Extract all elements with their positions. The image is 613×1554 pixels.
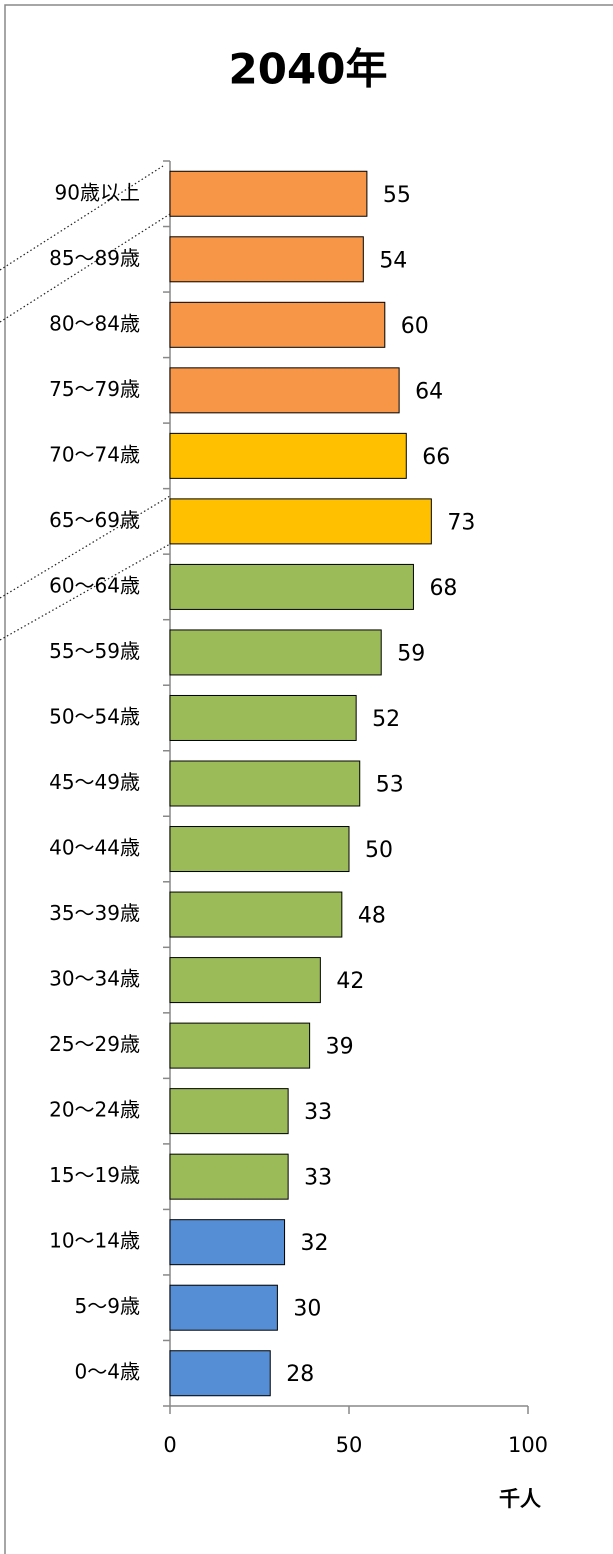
y-tick-label: 80～84歳	[49, 311, 140, 335]
x-tick-label: 50	[336, 1433, 363, 1457]
y-tick-label: 5～9歳	[75, 1294, 140, 1318]
bar	[169, 1088, 289, 1135]
y-tick-label: 70～74歳	[49, 442, 140, 466]
x-axis-label: 千人	[499, 1487, 541, 1511]
data-label: 55	[383, 183, 411, 208]
x-tick-label: 0	[163, 1433, 176, 1457]
data-label: 52	[372, 707, 400, 732]
y-tick-label: 55～59歳	[49, 639, 140, 663]
y-tick-label: 85～89歳	[49, 246, 140, 270]
data-label: 30	[293, 1297, 321, 1322]
bar	[169, 1219, 286, 1266]
y-tick-label: 90歳以上	[55, 180, 140, 204]
bar	[169, 236, 364, 283]
data-label: 60	[401, 314, 429, 339]
y-tick-label: 35～39歳	[49, 901, 140, 925]
data-label: 64	[415, 379, 443, 404]
chart-title: 2040年	[229, 45, 388, 94]
data-label: 66	[422, 445, 450, 470]
bar	[169, 432, 407, 479]
y-tick-label: 25～29歳	[49, 1032, 140, 1056]
bar	[169, 563, 414, 610]
y-tick-label: 45～49歳	[49, 770, 140, 794]
y-tick-label: 20～24歳	[49, 1098, 140, 1122]
y-tick-label: 15～19歳	[49, 1163, 140, 1187]
data-label: 32	[301, 1231, 329, 1256]
data-label: 73	[447, 510, 475, 535]
connector-lines	[0, 165, 171, 641]
bar	[169, 826, 350, 873]
data-label: 33	[304, 1100, 332, 1125]
x-tick-label: 100	[508, 1433, 548, 1457]
data-label: 50	[365, 838, 393, 863]
data-label: 28	[286, 1362, 314, 1387]
bar	[169, 694, 357, 741]
y-tick-label: 10～14歳	[49, 1229, 140, 1253]
data-label: 33	[304, 1166, 332, 1191]
data-label: 53	[376, 773, 404, 798]
y-tick-label: 40～44歳	[49, 836, 140, 860]
bar	[169, 1022, 311, 1069]
bar	[169, 1153, 289, 1200]
data-label: 59	[397, 641, 425, 666]
bar	[169, 1284, 278, 1331]
data-label: 39	[326, 1035, 354, 1060]
y-tick-label: 0～4歳	[75, 1360, 140, 1384]
data-label: 48	[358, 904, 386, 929]
bar	[169, 170, 368, 217]
bar	[169, 1350, 271, 1397]
y-tick-label: 30～34歳	[49, 967, 140, 991]
y-tick-label: 75～79歳	[49, 377, 140, 401]
data-label: 68	[429, 576, 457, 601]
bar	[169, 957, 321, 1004]
bar	[169, 891, 343, 938]
bar	[169, 629, 382, 676]
data-label: 54	[379, 248, 407, 273]
y-tick-label: 60～64歳	[49, 573, 140, 597]
data-label: 42	[336, 969, 364, 994]
bar	[169, 760, 361, 807]
bar	[169, 301, 386, 348]
bar	[169, 367, 400, 414]
y-tick-label: 50～54歳	[49, 704, 140, 728]
bar	[169, 498, 432, 545]
y-tick-label: 65～69歳	[49, 508, 140, 532]
